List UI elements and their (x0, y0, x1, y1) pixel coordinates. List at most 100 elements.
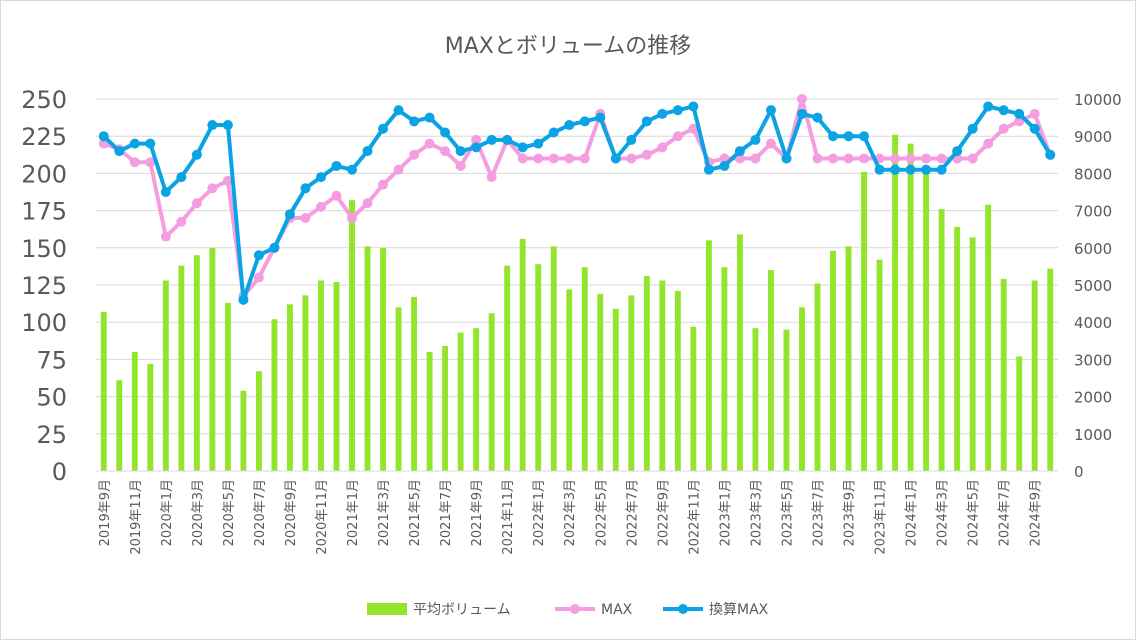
bar (178, 265, 185, 471)
x-tick-label: 2021年5月 (408, 479, 423, 546)
bar (705, 240, 712, 471)
data-point (548, 153, 559, 164)
y-right-tick-label: 0 (1074, 463, 1084, 481)
data-point (765, 138, 776, 149)
y-left-tick-label: 75 (36, 346, 67, 374)
data-point (331, 190, 342, 201)
legend-label: 平均ボリューム (413, 602, 511, 618)
bar (659, 280, 666, 471)
data-point (471, 134, 482, 145)
data-point (843, 153, 854, 164)
data-point (145, 138, 156, 149)
bar (131, 351, 138, 471)
data-point (486, 172, 497, 183)
chart-title: MAXとボリュームの推移 (445, 34, 691, 59)
data-point (424, 112, 435, 123)
data-point (1029, 108, 1040, 119)
y-left-tick-label: 150 (21, 235, 67, 263)
y-right-tick-label: 9000 (1074, 128, 1112, 146)
data-point (564, 120, 575, 131)
bar (193, 255, 200, 471)
bar (333, 282, 340, 471)
data-point (393, 105, 404, 116)
data-point (1014, 108, 1025, 119)
y-left-tick-label: 250 (21, 86, 67, 114)
bar (147, 363, 154, 471)
bar (1000, 279, 1007, 471)
data-point (191, 149, 202, 160)
bar (876, 259, 883, 471)
x-tick-label: 2022年9月 (656, 479, 671, 546)
x-tick-label: 2024年3月 (936, 479, 951, 546)
x-axis: 2019年9月 2019年11月 2020年1月 2020年3月 2020年5月 2020… (96, 470, 1058, 555)
data-point (703, 164, 714, 175)
y-left-tick-label: 100 (21, 309, 67, 337)
bar (938, 209, 945, 471)
bar (814, 283, 821, 471)
data-point (657, 108, 668, 119)
data-point (719, 160, 730, 171)
x-tick-label: 2023年11月 (874, 479, 889, 555)
bar (674, 290, 681, 471)
data-point (191, 198, 202, 209)
x-tick-label: 2022年11月 (687, 479, 702, 555)
data-point (300, 183, 311, 194)
data-point (548, 127, 559, 138)
legend-label: 換算MAX (709, 602, 769, 618)
x-tick-label: 2022年7月 (625, 479, 640, 546)
data-point (626, 153, 637, 164)
bar (721, 267, 728, 471)
bar (100, 311, 107, 471)
data-point (890, 164, 901, 175)
bar (457, 332, 464, 471)
data-point (160, 231, 171, 242)
data-point (998, 123, 1009, 134)
y-right-tick-label: 7000 (1074, 203, 1112, 221)
bar (752, 328, 759, 471)
y-left-tick-label: 175 (21, 198, 67, 226)
bar (845, 246, 852, 471)
data-point (890, 153, 901, 164)
data-point (952, 146, 963, 157)
data-point (828, 131, 839, 142)
data-point (502, 134, 513, 145)
bar (566, 289, 573, 471)
data-point (347, 164, 358, 175)
data-point (362, 198, 373, 209)
bar (907, 143, 914, 471)
bar (162, 280, 169, 471)
data-point (517, 153, 528, 164)
data-point (921, 164, 932, 175)
bar (504, 265, 511, 471)
bar (581, 267, 588, 471)
data-point (905, 164, 916, 175)
x-tick-label: 2021年3月 (377, 479, 392, 546)
bar (364, 246, 371, 471)
bar (535, 264, 542, 471)
bar (690, 326, 697, 471)
data-point (641, 116, 652, 127)
x-tick-label: 2024年7月 (998, 479, 1013, 546)
y-right-tick-label: 4000 (1074, 314, 1112, 332)
bar (519, 238, 526, 471)
bar (271, 319, 278, 471)
x-tick-label: 2021年7月 (439, 479, 454, 546)
data-point (765, 105, 776, 116)
data-point (378, 179, 389, 190)
bar (969, 237, 976, 471)
data-point (409, 116, 420, 127)
y-left-tick-label: 0 (52, 458, 67, 486)
x-tick-label: 2020年3月 (191, 479, 206, 546)
data-point (315, 172, 326, 183)
data-point (936, 164, 947, 175)
x-tick-label: 2023年3月 (749, 479, 764, 546)
data-point (393, 164, 404, 175)
bar (830, 250, 836, 471)
x-tick-label: 2023年1月 (718, 479, 733, 546)
data-point (331, 160, 342, 171)
y-left-tick-label: 25 (36, 421, 67, 449)
x-tick-label: 2019年11月 (129, 479, 144, 555)
data-point (455, 146, 466, 157)
bar (861, 171, 867, 472)
